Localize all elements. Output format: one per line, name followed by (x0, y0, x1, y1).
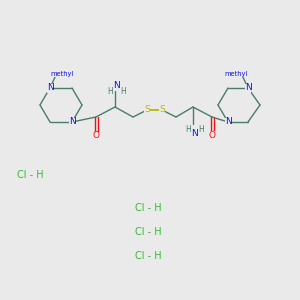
Text: N: N (112, 82, 119, 91)
Text: O: O (92, 131, 100, 140)
Text: O: O (208, 130, 215, 140)
Text: Cl - H: Cl - H (135, 203, 161, 213)
Text: N: N (69, 118, 75, 127)
Text: S: S (144, 106, 150, 115)
Text: H: H (185, 125, 191, 134)
Text: N: N (46, 83, 53, 92)
Text: N: N (244, 83, 251, 92)
Text: N: N (225, 118, 231, 127)
Text: Cl - H: Cl - H (135, 227, 161, 237)
Text: Cl - H: Cl - H (17, 170, 43, 180)
Text: S: S (159, 106, 165, 115)
Text: methyl: methyl (50, 71, 74, 77)
Text: H: H (107, 86, 113, 95)
Text: H: H (198, 125, 204, 134)
Text: H: H (120, 86, 126, 95)
Text: N: N (190, 130, 197, 139)
Text: methyl: methyl (224, 71, 248, 77)
Text: Cl - H: Cl - H (135, 251, 161, 261)
